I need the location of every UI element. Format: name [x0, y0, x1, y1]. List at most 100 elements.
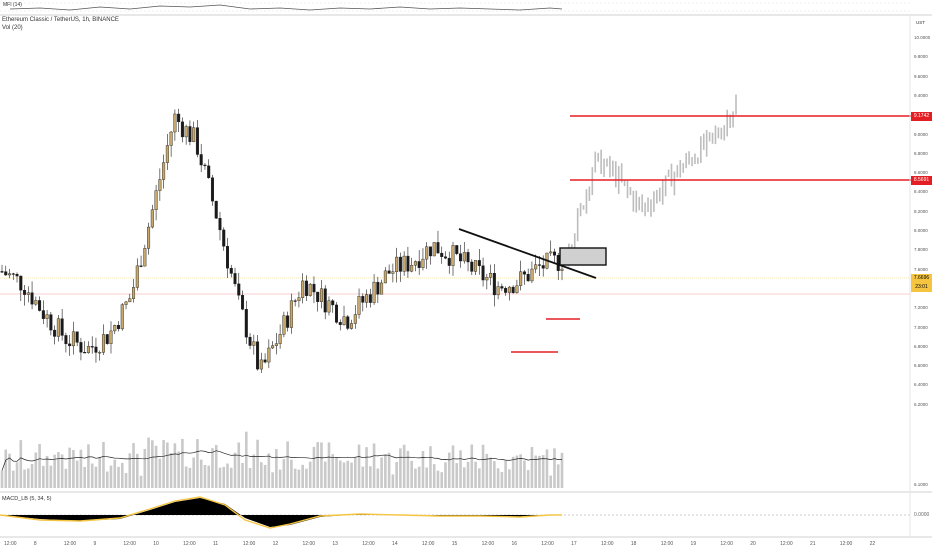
- volume-bar: [252, 454, 256, 488]
- volume-bar: [541, 455, 545, 488]
- candle-body: [271, 345, 275, 349]
- volume-bar: [267, 453, 271, 488]
- candle-body: [8, 273, 12, 276]
- volume-bar: [4, 449, 8, 488]
- candle-body: [436, 242, 440, 254]
- volume-bar: [199, 459, 203, 488]
- price-tick: 8.2000: [914, 208, 928, 214]
- time-tick: 13: [332, 541, 338, 547]
- candle-body: [496, 286, 500, 296]
- time-tick: 9: [93, 541, 97, 547]
- volume-bar: [346, 460, 350, 488]
- candle-body: [71, 331, 75, 347]
- volume-bar: [384, 455, 387, 488]
- volume-bar: [508, 469, 511, 488]
- volume-bar: [173, 443, 177, 488]
- candle-body: [120, 304, 124, 330]
- candle-body: [376, 281, 380, 295]
- volume-bar: [188, 467, 192, 488]
- candle-body: [41, 310, 45, 319]
- volume-bar: [214, 445, 218, 488]
- volume-bar: [432, 464, 436, 488]
- candle-body: [368, 294, 372, 303]
- volume-bar: [244, 431, 248, 488]
- candle-body: [60, 318, 64, 336]
- candle-body: [289, 300, 293, 328]
- volume-bar: [444, 462, 447, 488]
- candle-body: [173, 113, 177, 133]
- candle-body: [203, 164, 207, 167]
- time-tick: 12:00: [242, 541, 256, 547]
- volume-bars: [0, 431, 564, 488]
- candle-body: [462, 252, 466, 262]
- time-tick: 12:00: [362, 541, 375, 547]
- volume-bar: [83, 466, 86, 488]
- time-tick: 22: [869, 541, 876, 547]
- time-tick: 12:00: [541, 541, 554, 547]
- target-high-label: 9.1742: [911, 112, 932, 121]
- volume-bar: [38, 443, 41, 488]
- volume-bar: [436, 470, 440, 488]
- candle-body: [128, 298, 132, 303]
- volume-bar: [312, 446, 316, 488]
- candle-body: [519, 271, 523, 286]
- candle-body: [327, 300, 331, 313]
- candle-body: [428, 246, 432, 257]
- volume-bar: [263, 464, 267, 488]
- volume-bar: [481, 444, 485, 488]
- candle-body: [541, 265, 545, 269]
- candle-body: [259, 359, 263, 370]
- candle-body: [530, 268, 534, 282]
- candle-body: [504, 288, 508, 293]
- volume-bar: [365, 447, 368, 488]
- candle-body: [526, 273, 530, 282]
- candle-body: [195, 127, 199, 155]
- candle-body: [410, 264, 414, 272]
- candle-body: [34, 300, 38, 305]
- time-tick: 12:00: [4, 541, 17, 547]
- candle-body: [274, 343, 278, 346]
- candle-body: [425, 246, 429, 260]
- candle-body: [143, 248, 147, 267]
- time-tick: 12: [272, 541, 279, 547]
- candle-body: [113, 325, 117, 332]
- candle-body: [549, 251, 553, 254]
- candle-body: [237, 283, 241, 296]
- candle-body: [372, 281, 376, 303]
- volume-bar: [158, 458, 162, 488]
- candle-body: [241, 295, 245, 310]
- price-pane: [0, 94, 911, 488]
- volume-bar: [282, 459, 286, 488]
- volume-bar: [64, 468, 68, 488]
- volume-bar: [151, 440, 154, 488]
- volume-bar: [237, 442, 241, 488]
- volume-bar: [447, 452, 451, 488]
- candle-body: [248, 336, 252, 346]
- candle-body: [218, 218, 222, 231]
- volume-bar: [478, 468, 481, 488]
- volume-bar: [511, 456, 515, 488]
- price-tick: 7.2000: [914, 305, 928, 311]
- volume-bar: [79, 449, 83, 488]
- volume-bar: [177, 451, 180, 488]
- candle-body: [11, 273, 15, 275]
- volume-bar: [308, 461, 312, 488]
- candle-body: [500, 286, 504, 289]
- time-tick: 12:00: [421, 541, 435, 547]
- price-tick: 8.4000: [914, 189, 928, 195]
- volume-bar: [19, 440, 23, 488]
- candle-body: [222, 229, 226, 247]
- time-tick: 8: [33, 541, 37, 547]
- candle-body: [267, 347, 271, 363]
- volume-bar: [218, 467, 222, 488]
- time-tick: 15: [451, 541, 458, 547]
- candle-body: [177, 113, 181, 123]
- candle-body: [391, 271, 395, 274]
- candle-body: [147, 226, 151, 249]
- volume-bar: [530, 446, 534, 488]
- volume-bar: [128, 453, 132, 488]
- volume-bar: [166, 442, 169, 488]
- candle-body: [406, 255, 410, 272]
- volume-bar: [523, 460, 526, 488]
